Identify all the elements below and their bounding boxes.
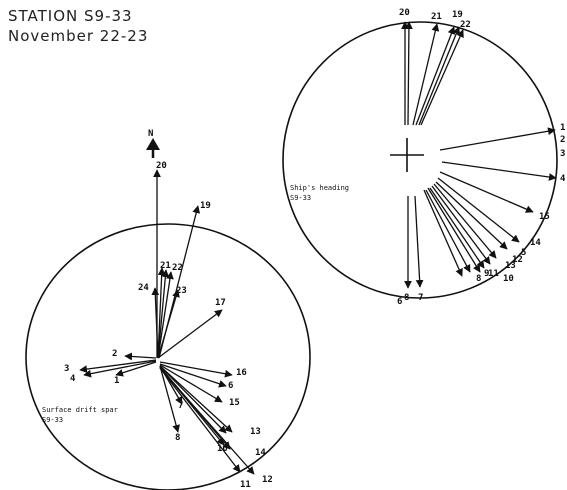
drift-label-3: 3 (64, 364, 69, 374)
drift-arrows-left (79, 352, 157, 378)
station-header: STATION S9-33 November 22-23 (8, 6, 148, 46)
heading-label-19: 19 (452, 10, 463, 20)
heading-label-14: 14 (530, 238, 541, 248)
heading-label-15: 15 (539, 212, 550, 222)
heading-label-22: 22 (460, 20, 471, 30)
heading-caption-station: S9-33 (290, 194, 311, 202)
north-label: N (148, 129, 153, 139)
heading-center-cross (390, 138, 424, 172)
drift-label-15: 15 (229, 398, 240, 408)
drift-label-10: 10 (217, 444, 228, 454)
station-dates: November 22-23 (8, 27, 149, 45)
drift-label-12: 12 (262, 475, 273, 485)
drift-label-16: 16 (236, 368, 247, 378)
drift-label-13: 13 (250, 427, 261, 437)
surface-drift-diagram: N (25, 129, 311, 490)
heading-circle (282, 21, 558, 299)
drift-label-23: 23 (176, 286, 187, 296)
heading-label-9: 9 (484, 269, 489, 279)
drift-label-6: 6 (228, 381, 233, 391)
station-title: STATION S9-33 (8, 7, 133, 25)
drift-caption-station: S9-33 (42, 416, 63, 424)
heading-arrows-down (404, 195, 424, 289)
heading-label-1: 1 (560, 123, 565, 133)
heading-arrows-up (401, 21, 464, 126)
drift-arrows-up (151, 169, 223, 359)
heading-label-13: 13 (505, 261, 516, 271)
drift-label-20: 20 (156, 161, 167, 171)
heading-label-4: 4 (560, 174, 566, 184)
heading-label-2: 2 (560, 135, 565, 145)
drift-label-22: 22 (172, 263, 183, 273)
heading-label-11: 11 (488, 269, 499, 279)
drift-label-7: 7 (178, 401, 183, 411)
drift-label-17: 17 (215, 298, 226, 308)
heading-label-21: 21 (431, 12, 442, 22)
drift-label-2: 2 (112, 349, 117, 359)
heading-label-3: 3 (560, 149, 565, 159)
north-arrow-icon (146, 138, 160, 158)
drift-label-14: 14 (255, 448, 266, 458)
heading-label-5: 5 (521, 248, 526, 258)
drift-label-21: 21 (160, 261, 171, 271)
drift-label-11: 11 (240, 480, 251, 490)
drift-circle (25, 223, 311, 490)
drift-arrows-right (159, 361, 255, 475)
drift-label-24: 24 (138, 283, 149, 293)
heading-arrows-lower-right (423, 171, 534, 277)
heading-label-20: 20 (399, 8, 410, 18)
drift-caption: Surface drift spar (42, 406, 118, 414)
heading-caption: Ship's heading (290, 184, 349, 192)
heading-label-8: 8 (476, 274, 481, 284)
ship-heading-diagram: 20 21 19 22 1 2 3 4 15 14 5 12 13 9 8 11… (282, 8, 566, 307)
drift-label-1: 1 (114, 376, 119, 386)
heading-label-8b: 8 (404, 293, 409, 303)
heading-label-6: 6 (397, 297, 402, 307)
heading-label-12: 12 (512, 255, 523, 265)
heading-label-7: 7 (418, 293, 423, 303)
drift-label-8: 8 (175, 433, 180, 443)
drift-label-4: 4 (70, 374, 76, 384)
heading-label-10: 10 (503, 274, 514, 284)
heading-arrows-right (439, 127, 557, 181)
drift-label-19: 19 (200, 201, 211, 211)
